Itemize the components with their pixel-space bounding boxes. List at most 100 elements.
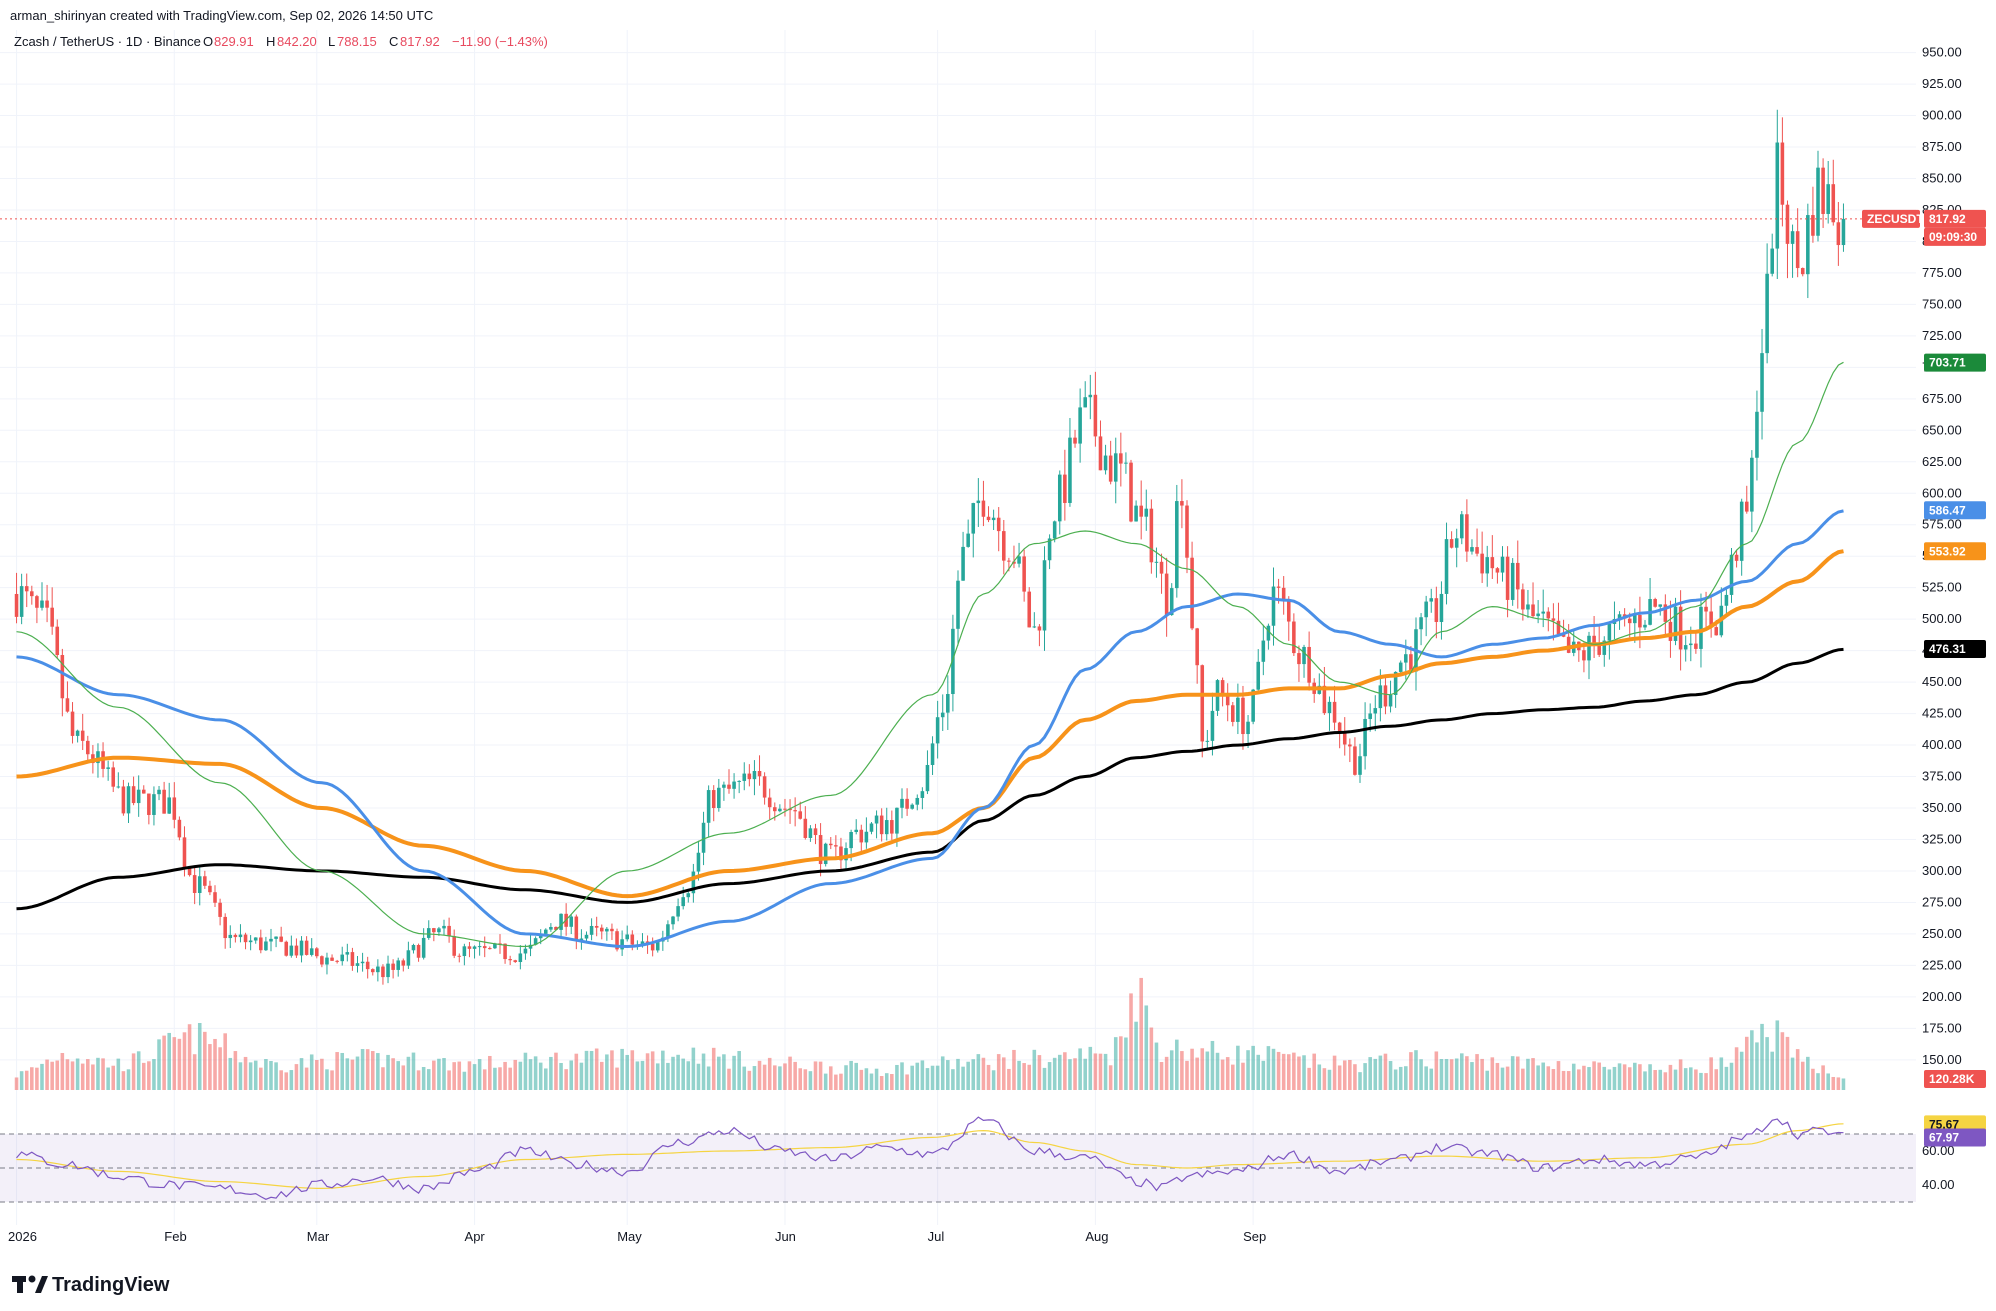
volume-bar bbox=[1460, 1053, 1464, 1090]
volume-bar bbox=[890, 1074, 894, 1090]
volume-bar bbox=[1836, 1077, 1841, 1090]
volume-bar bbox=[1439, 1059, 1444, 1090]
volume-bar bbox=[1266, 1046, 1271, 1090]
volume-bar bbox=[1602, 1066, 1607, 1090]
volume-bar bbox=[1088, 1046, 1093, 1090]
volume-bar bbox=[1012, 1049, 1016, 1090]
y-tick-label: 150.00 bbox=[1922, 1052, 1962, 1067]
candle-body bbox=[1724, 594, 1729, 606]
candle-body bbox=[30, 591, 34, 597]
volume-bar bbox=[381, 1067, 385, 1090]
candle-body bbox=[187, 867, 192, 876]
candle-body bbox=[1302, 646, 1306, 665]
volume-bar bbox=[1704, 1073, 1708, 1090]
candle-body bbox=[874, 815, 879, 824]
volume-bar bbox=[340, 1052, 345, 1090]
candle-body bbox=[1266, 625, 1271, 641]
volume-bar bbox=[1714, 1069, 1719, 1090]
volume-bar bbox=[1673, 1069, 1678, 1090]
x-tick-label: Jul bbox=[928, 1229, 945, 1244]
volume-bar bbox=[1612, 1066, 1617, 1090]
volume-bar bbox=[1286, 1054, 1291, 1090]
volume-bar bbox=[416, 1070, 421, 1090]
volume-bar bbox=[874, 1068, 879, 1090]
volume-bar bbox=[951, 1069, 955, 1090]
rsi-line bbox=[16, 1116, 1844, 1200]
candle-body bbox=[1012, 561, 1016, 564]
candle-body bbox=[1566, 636, 1571, 653]
candle-body bbox=[182, 837, 187, 868]
candle-body bbox=[1704, 606, 1708, 612]
volume-bar bbox=[213, 1038, 217, 1090]
candle-body bbox=[1841, 218, 1846, 246]
volume-bar bbox=[1083, 1058, 1087, 1090]
candle-body bbox=[396, 960, 400, 970]
volume-bar bbox=[30, 1067, 34, 1090]
candle-body bbox=[488, 948, 492, 950]
volume-bar bbox=[1022, 1063, 1026, 1090]
candle-body bbox=[864, 831, 869, 843]
volume-bar bbox=[1638, 1064, 1642, 1090]
y-tick-label: 350.00 bbox=[1922, 800, 1962, 815]
volume-bar bbox=[493, 1067, 497, 1090]
candle-body bbox=[1032, 626, 1037, 628]
volume-bar bbox=[599, 1061, 604, 1090]
volume-bar bbox=[544, 1068, 548, 1090]
rsi-ma-line bbox=[16, 1123, 1844, 1189]
volume-bar bbox=[177, 1038, 182, 1090]
volume-bar bbox=[1470, 1062, 1474, 1090]
volume-bar bbox=[671, 1056, 675, 1090]
candle-body bbox=[1597, 644, 1601, 655]
volume-bar bbox=[1159, 1062, 1164, 1090]
ma-short-line bbox=[16, 361, 1844, 948]
volume-bar bbox=[549, 1056, 553, 1090]
candle-body bbox=[650, 943, 655, 951]
volume-bar bbox=[1607, 1069, 1612, 1090]
last-price-badge-bg bbox=[1924, 209, 1986, 228]
candle-body bbox=[1037, 626, 1042, 631]
y-tick-label: 575.00 bbox=[1922, 517, 1962, 532]
volume-bar bbox=[808, 1071, 813, 1090]
candle-body bbox=[803, 818, 808, 838]
candle-body bbox=[493, 943, 497, 949]
candle-body bbox=[1800, 268, 1805, 275]
candle-body bbox=[523, 948, 528, 954]
candle-body bbox=[1378, 685, 1383, 709]
candle-body bbox=[1607, 623, 1612, 641]
candle-body bbox=[1485, 557, 1490, 574]
candle-body bbox=[1322, 685, 1327, 714]
candle-body bbox=[1775, 142, 1780, 249]
volume-bar bbox=[1225, 1057, 1230, 1090]
y-tick-label: 750.00 bbox=[1922, 296, 1962, 311]
volume-bar bbox=[844, 1065, 848, 1090]
volume-bar bbox=[1007, 1068, 1011, 1090]
candle-body bbox=[1057, 474, 1062, 522]
candle-body bbox=[1699, 606, 1703, 649]
candle-body bbox=[610, 928, 614, 932]
volume-bar bbox=[1800, 1061, 1805, 1090]
volume-bar bbox=[1241, 1062, 1245, 1090]
candle-body bbox=[304, 940, 309, 955]
candle-body bbox=[890, 820, 894, 834]
symbol-badge-bg bbox=[1862, 209, 1920, 228]
candle-body bbox=[895, 807, 899, 834]
candle-body bbox=[773, 807, 777, 812]
volume-bar bbox=[299, 1058, 304, 1090]
candle-body bbox=[320, 956, 324, 965]
candle-body bbox=[1760, 353, 1764, 412]
volume-bar bbox=[788, 1056, 792, 1090]
candle-body bbox=[940, 712, 945, 718]
candle-body bbox=[1683, 645, 1688, 650]
candle-body bbox=[1673, 606, 1678, 641]
volume-bar bbox=[472, 1064, 477, 1090]
candle-body bbox=[793, 810, 797, 812]
volume-bar bbox=[197, 1023, 202, 1090]
volume-bar bbox=[157, 1039, 161, 1090]
volume-bar bbox=[1388, 1061, 1393, 1090]
y-tick-label: 725.00 bbox=[1922, 328, 1962, 343]
y-tick-label: 775.00 bbox=[1922, 265, 1962, 280]
volume-bar bbox=[1719, 1057, 1724, 1090]
candle-body bbox=[248, 940, 253, 943]
volume-bar bbox=[40, 1063, 44, 1090]
